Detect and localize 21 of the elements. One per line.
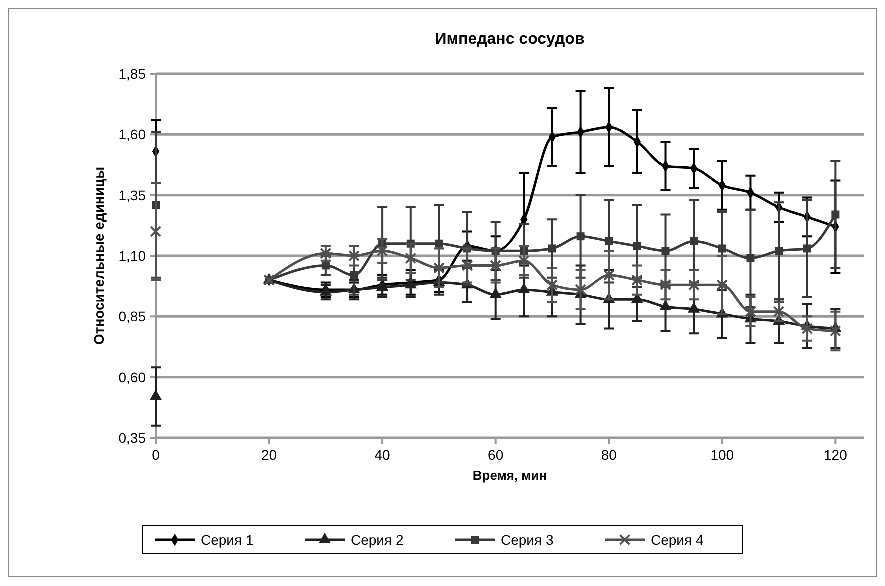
- legend-label: Серия 1: [201, 532, 254, 548]
- y-tick-label: 1,85: [118, 66, 146, 82]
- x-tick-label: 120: [824, 447, 848, 463]
- legend-label: Серия 4: [651, 532, 704, 548]
- y-tick-label: 0,35: [118, 430, 146, 446]
- y-tick-label: 0,85: [118, 308, 146, 325]
- x-tick-label: 60: [488, 447, 504, 463]
- x-tick-label: 80: [601, 447, 618, 463]
- y-tick-label: 1,35: [118, 187, 146, 204]
- x-tick-label: 0: [152, 447, 160, 463]
- x-tick-label: 40: [374, 447, 391, 463]
- chart-title: Импеданс сосудов: [435, 31, 585, 48]
- legend-label: Серия 3: [501, 532, 554, 548]
- y-tick-label: 1,60: [118, 126, 146, 143]
- y-axis-title: Относительные единицы: [91, 166, 107, 346]
- x-axis-title: Время, мин: [472, 468, 548, 483]
- x-tick-label: 20: [261, 447, 278, 463]
- y-tick-label: 0,60: [118, 369, 146, 386]
- y-tick-label: 1,10: [118, 248, 146, 264]
- x-tick-label: 100: [710, 447, 734, 463]
- legend-label: Серия 2: [351, 532, 404, 548]
